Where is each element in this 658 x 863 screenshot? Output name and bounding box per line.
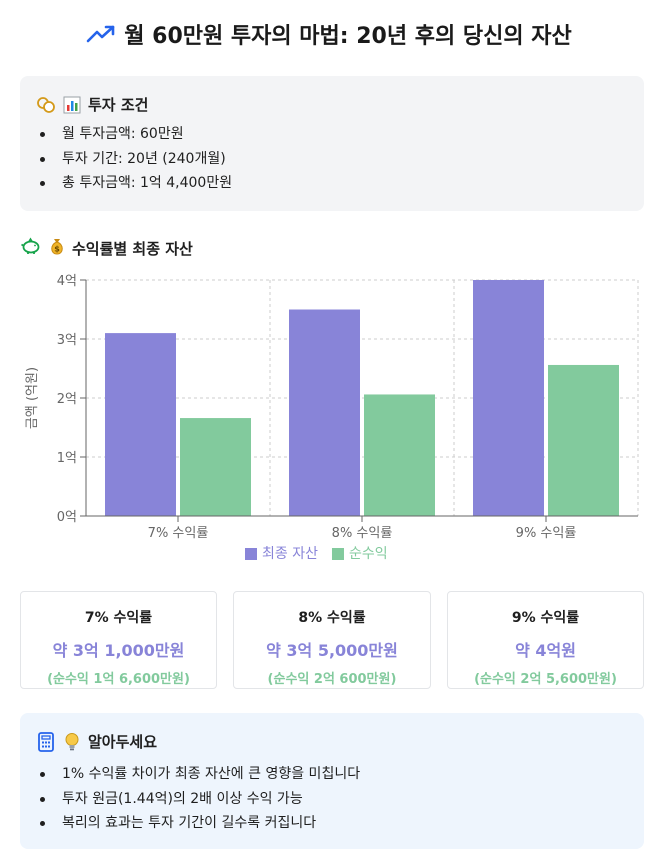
conditions-list: 월 투자금액: 60만원 투자 기간: 20년 (240개월) 총 투자금액: …	[40, 122, 232, 196]
result-net: (순수익 1억 6,600만원)	[47, 672, 190, 687]
list-item: 복리의 효과는 투자 기간이 길수록 커집니다	[40, 811, 360, 836]
result-value: 약 4억원	[515, 641, 576, 660]
result-rate: 9% 수익률	[511, 610, 580, 626]
bar	[548, 364, 619, 516]
y-tick-label: 2억	[57, 392, 77, 407]
chart-heading: 수익률별 최종 자산	[72, 239, 193, 258]
bar	[364, 394, 435, 516]
conditions-card: 투자 조건 월 투자금액: 60만원 투자 기간: 20년 (240개월) 총 …	[20, 76, 644, 211]
tips-heading: 알아두세요	[88, 733, 158, 751]
y-tick-label: 0억	[57, 510, 77, 525]
x-tick-label: 8% 수익률	[332, 526, 393, 541]
svg-text:$: $	[54, 245, 60, 254]
conditions-heading: 투자 조건	[88, 96, 149, 114]
coins-icon	[36, 95, 56, 115]
list-item: 투자 원금(1.44억)의 2배 이상 수익 가능	[40, 787, 360, 812]
conditions-heading-row: 투자 조건	[36, 94, 148, 115]
result-rate: 8% 수익률	[298, 610, 366, 626]
tips-list: 1% 수익률 차이가 최종 자산에 큰 영향을 미칩니다 투자 원금(1.44억…	[40, 762, 360, 836]
calculator-icon	[36, 731, 56, 752]
lightbulb-icon	[62, 732, 82, 752]
result-net: (순수익 2억 5,600만원)	[474, 672, 617, 687]
bar	[105, 333, 176, 516]
bar-chart: 0억 1억 2억 3억 4억 7% 수익률 8% 수익률 9% 수익률 금액 (억원) 최종 자산…	[25, 274, 639, 562]
list-item: 투자 기간: 20년 (240개월)	[40, 147, 232, 172]
legend-swatch	[245, 548, 257, 560]
legend-label: 순수익	[349, 546, 388, 562]
y-tick-label: 3억	[57, 333, 77, 348]
legend-swatch	[331, 548, 344, 560]
tips-heading-row: 알아두세요	[36, 731, 157, 752]
x-tick-label: 7% 수익률	[148, 526, 209, 541]
bar-chart-emoji-icon	[62, 95, 82, 115]
result-value: 약 3억 5,000만원	[266, 641, 398, 660]
bar	[289, 309, 360, 516]
tips-card: 알아두세요 1% 수익률 차이가 최종 자산에 큰 영향을 미칩니다 투자 원금…	[20, 713, 644, 849]
y-tick-label: 1억	[57, 451, 77, 466]
result-card-9: 9% 수익률 약 4억원 (순수익 2억 5,600만원)	[447, 591, 644, 689]
trending-up-icon	[86, 25, 115, 43]
result-card-8: 8% 수익률 약 3억 5,000만원 (순수익 2억 600만원)	[233, 591, 431, 689]
result-card-7: 7% 수익률 약 3억 1,000만원 (순수익 1억 6,600만원)	[20, 591, 217, 689]
bar	[473, 280, 544, 516]
y-axis-label: 금액 (억원)	[25, 367, 40, 429]
list-item: 월 투자금액: 60만원	[40, 122, 232, 147]
y-tick-label: 4억	[57, 274, 77, 289]
legend-label: 최종 자산	[262, 546, 318, 562]
result-net: (순수익 2억 600만원)	[267, 672, 397, 687]
result-rate: 7% 수익률	[84, 610, 153, 626]
bar	[180, 418, 251, 516]
result-value: 약 3억 1,000만원	[52, 641, 185, 660]
list-item: 총 투자금액: 1억 4,400만원	[40, 171, 232, 196]
page-title-row: 월 60만원 투자의 마법: 20년 후의 당신의 자산	[0, 18, 658, 50]
page-title: 월 60만원 투자의 마법: 20년 후의 당신의 자산	[124, 24, 572, 49]
chart-heading-row: $ 수익률별 최종 자산	[20, 236, 193, 260]
money-bag-icon: $	[48, 236, 66, 260]
piggy-bank-icon	[20, 237, 42, 259]
list-item: 1% 수익률 차이가 최종 자산에 큰 영향을 미칩니다	[40, 762, 360, 787]
x-tick-label: 9% 수익률	[516, 526, 577, 541]
